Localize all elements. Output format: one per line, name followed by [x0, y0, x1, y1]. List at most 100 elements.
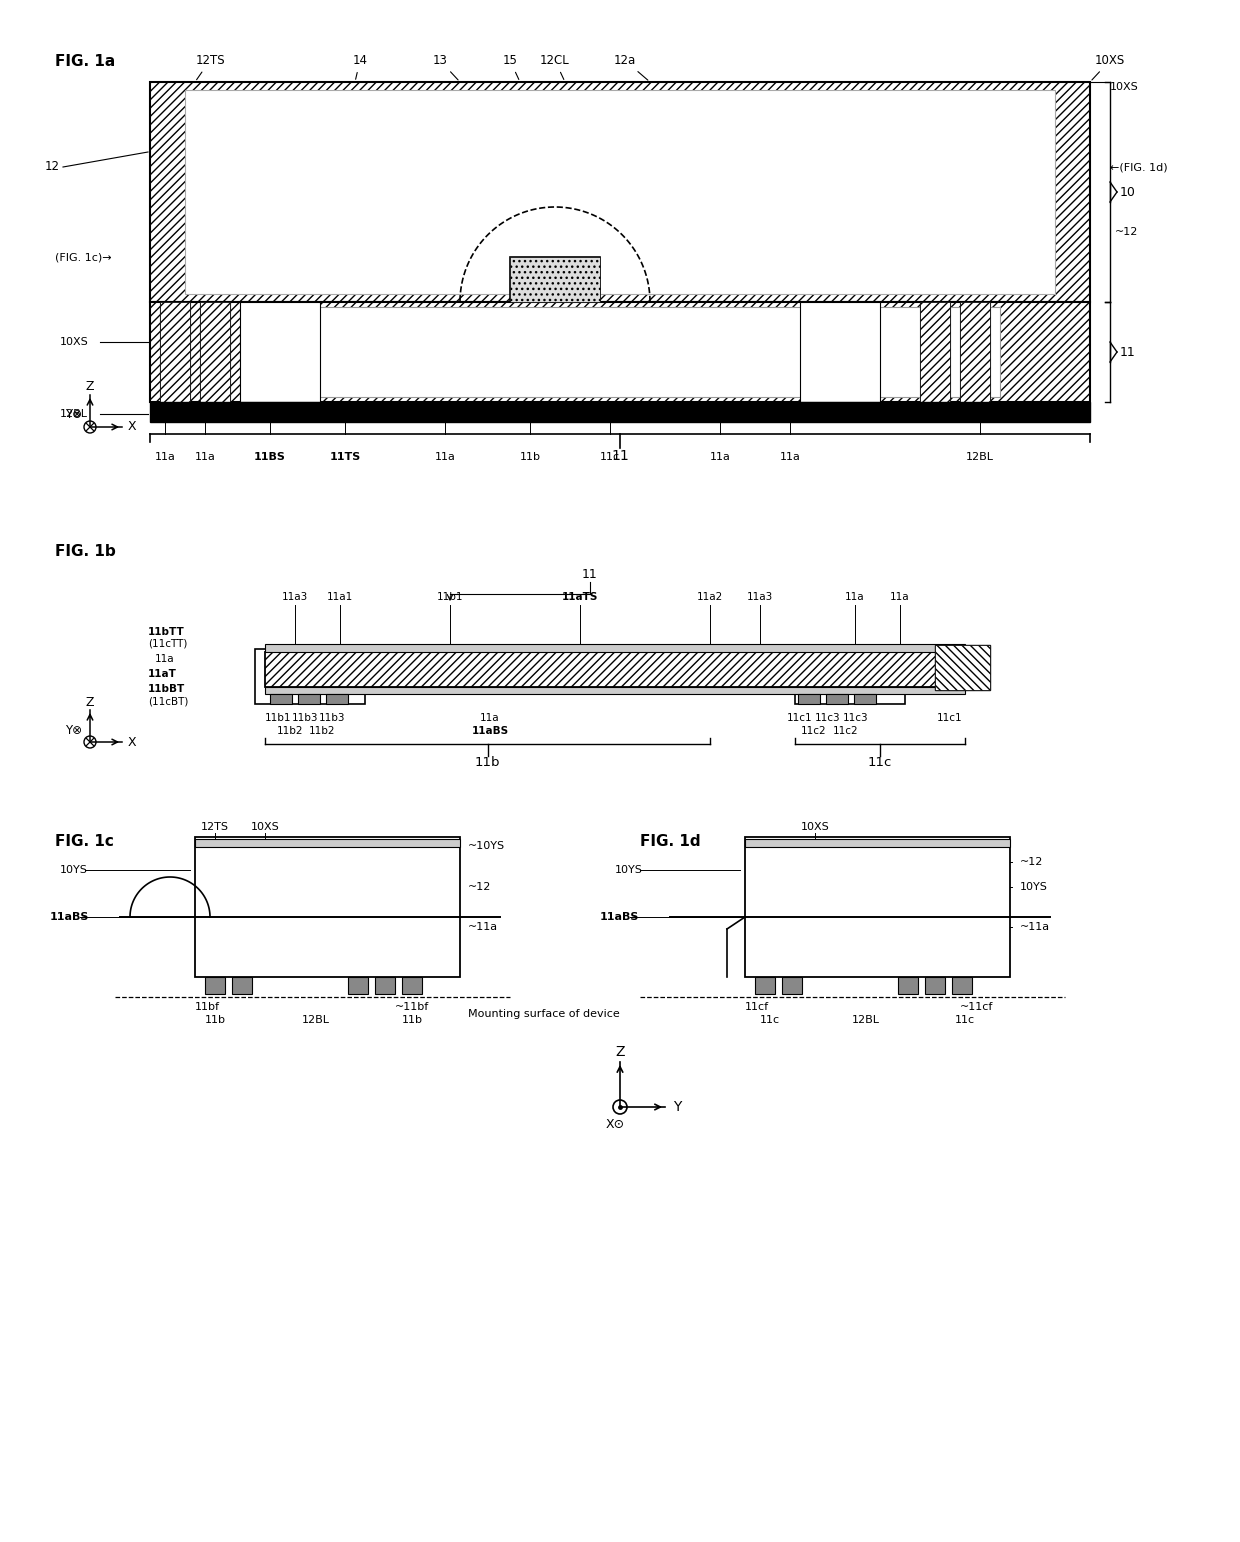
Bar: [241, 302, 320, 402]
Text: 10XS: 10XS: [60, 338, 89, 347]
Text: Z: Z: [86, 381, 94, 393]
Bar: [898, 978, 918, 995]
Text: 11a3: 11a3: [281, 592, 308, 601]
Bar: [150, 402, 1090, 423]
Text: 11a1: 11a1: [327, 592, 353, 601]
Text: 10XS: 10XS: [1092, 54, 1125, 80]
Bar: [510, 258, 600, 302]
Text: FIG. 1b: FIG. 1b: [55, 544, 115, 560]
Text: Y⊗: Y⊗: [64, 409, 82, 421]
Bar: [854, 694, 875, 705]
Bar: [826, 694, 848, 705]
Bar: [745, 837, 1011, 978]
Text: Z: Z: [615, 1045, 625, 1059]
Text: ~11cf: ~11cf: [960, 1002, 993, 1012]
Text: 11a: 11a: [434, 452, 455, 463]
Text: 11c2: 11c2: [833, 726, 859, 736]
Text: ~11a: ~11a: [1021, 922, 1050, 931]
Text: Mounting surface of device: Mounting surface of device: [467, 1008, 620, 1019]
Text: 10YS: 10YS: [1021, 882, 1048, 891]
Bar: [952, 978, 972, 995]
Text: ~11bf: ~11bf: [396, 1002, 429, 1012]
Bar: [799, 694, 820, 705]
Bar: [326, 694, 348, 705]
Bar: [298, 694, 320, 705]
Bar: [200, 302, 229, 402]
Text: 11c1: 11c1: [787, 712, 812, 723]
Text: 11bf: 11bf: [195, 1002, 219, 1012]
Text: 11c3: 11c3: [843, 712, 869, 723]
Bar: [755, 978, 775, 995]
Text: (11cBT): (11cBT): [148, 695, 188, 706]
Text: 11a: 11a: [890, 592, 910, 601]
Text: Y⊗: Y⊗: [64, 723, 82, 737]
Text: 11b2: 11b2: [309, 726, 335, 736]
Bar: [265, 645, 965, 652]
Text: X: X: [128, 736, 136, 748]
Bar: [150, 302, 1090, 402]
Bar: [185, 89, 1055, 295]
Bar: [160, 302, 190, 402]
Bar: [920, 302, 950, 402]
Bar: [960, 302, 990, 402]
Text: 12CL: 12CL: [541, 54, 570, 80]
Bar: [232, 978, 252, 995]
Bar: [265, 652, 965, 688]
Text: ~10YS: ~10YS: [467, 840, 505, 851]
Text: 11bBT: 11bBT: [148, 685, 185, 694]
Text: 12TS: 12TS: [201, 822, 229, 833]
Bar: [241, 307, 999, 396]
Text: Y: Y: [673, 1099, 681, 1113]
Bar: [782, 978, 802, 995]
Text: 11c: 11c: [760, 1015, 780, 1025]
Text: 11b1: 11b1: [265, 712, 291, 723]
Text: 11b: 11b: [205, 1015, 226, 1025]
Text: 11cf: 11cf: [745, 1002, 769, 1012]
Text: 10: 10: [1120, 185, 1136, 199]
Bar: [920, 302, 950, 402]
Bar: [745, 839, 1011, 847]
Text: 11a3: 11a3: [746, 592, 773, 601]
Bar: [800, 302, 880, 402]
Text: 11c: 11c: [600, 452, 620, 463]
Text: 11: 11: [1120, 345, 1136, 358]
Text: 11: 11: [611, 449, 629, 463]
Text: 11b: 11b: [402, 1015, 423, 1025]
Text: FIG. 1d: FIG. 1d: [640, 834, 701, 850]
Text: 11b2: 11b2: [277, 726, 304, 736]
Bar: [195, 839, 460, 847]
Text: 11a2: 11a2: [697, 592, 723, 601]
Text: 11aBS: 11aBS: [471, 726, 508, 736]
Text: 11c2: 11c2: [801, 726, 827, 736]
Bar: [348, 978, 368, 995]
Text: ←(FIG. 1d): ←(FIG. 1d): [1110, 162, 1168, 173]
Text: 13: 13: [433, 54, 458, 80]
Bar: [374, 978, 396, 995]
Text: 15: 15: [502, 54, 518, 80]
Text: 12BL: 12BL: [966, 452, 994, 463]
Text: (11cTT): (11cTT): [148, 638, 187, 649]
Bar: [935, 645, 990, 689]
Bar: [402, 978, 422, 995]
Text: FIG. 1a: FIG. 1a: [55, 54, 115, 69]
Text: 11a: 11a: [155, 452, 175, 463]
Text: FIG. 1c: FIG. 1c: [55, 834, 114, 850]
Bar: [935, 645, 990, 689]
Text: ~12: ~12: [1115, 227, 1138, 237]
Bar: [160, 302, 190, 402]
Text: 10XS: 10XS: [1110, 82, 1138, 93]
Bar: [205, 978, 224, 995]
Text: 11c1: 11c1: [937, 712, 962, 723]
Text: 11b1: 11b1: [436, 592, 464, 601]
Bar: [200, 302, 229, 402]
Bar: [510, 258, 600, 302]
Text: 11c3: 11c3: [815, 712, 841, 723]
Text: 12TS: 12TS: [195, 54, 224, 80]
Text: 11: 11: [582, 567, 598, 580]
Text: 10XS: 10XS: [801, 822, 830, 833]
Text: X: X: [128, 421, 136, 433]
Text: 12BL: 12BL: [852, 1015, 880, 1025]
Text: 11c: 11c: [868, 756, 893, 768]
Bar: [265, 688, 965, 694]
Text: 11a: 11a: [846, 592, 864, 601]
